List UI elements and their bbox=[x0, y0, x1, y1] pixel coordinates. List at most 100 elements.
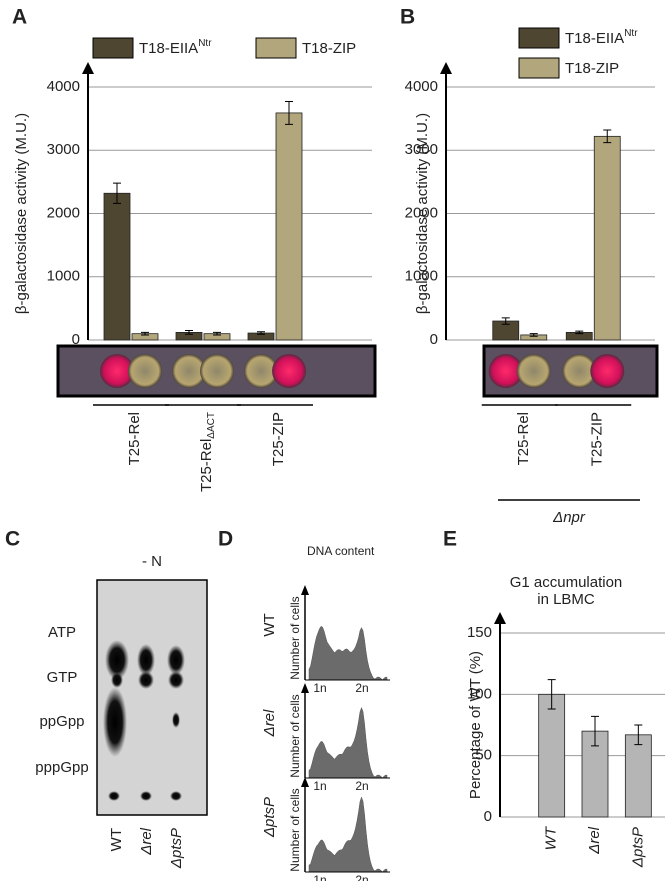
axis-arrow bbox=[301, 683, 309, 693]
y-axis-label: β-galactosidase activity (M.U.) bbox=[13, 113, 30, 314]
histogram bbox=[308, 796, 388, 873]
x-tick-label: Δrel bbox=[586, 826, 603, 854]
legend-label: T18-ZIP bbox=[302, 40, 356, 57]
condition-label: - N bbox=[142, 553, 162, 570]
panel-letter: C bbox=[5, 528, 20, 551]
hist-x-tick: 1n bbox=[313, 873, 326, 881]
panel-letter: D bbox=[218, 528, 233, 551]
legend-label: T18-EIIANtr bbox=[139, 38, 212, 57]
legend-name: T18-EIIA bbox=[565, 30, 624, 47]
y-tick-label: 100 bbox=[467, 685, 492, 702]
chart-title: in LBMC bbox=[537, 591, 595, 608]
x-tick-label: T25-Rel bbox=[126, 412, 143, 465]
category: T25-ZIP bbox=[588, 412, 605, 466]
histogram bbox=[308, 625, 388, 681]
spot-label: ATP bbox=[48, 624, 76, 641]
error-bar bbox=[285, 101, 293, 125]
hist-x-tick: 2n bbox=[355, 681, 368, 695]
category: T25-Rel bbox=[198, 439, 215, 492]
legend-name: T18-ZIP bbox=[565, 60, 619, 77]
category: T25-Rel bbox=[126, 412, 143, 465]
error-bar bbox=[591, 715, 599, 747]
category: T25-ZIP bbox=[270, 412, 287, 466]
error-bar bbox=[529, 333, 538, 337]
tlc-spots bbox=[103, 640, 185, 801]
colony-strip bbox=[482, 344, 659, 398]
y-tick-label: 2000 bbox=[47, 204, 80, 221]
error-bar bbox=[575, 330, 584, 335]
hist-x-tick: 1n bbox=[313, 779, 326, 793]
bar bbox=[103, 192, 131, 341]
axis-arrow bbox=[301, 585, 309, 595]
strain-label: Δrel bbox=[261, 709, 278, 737]
category: T25-Rel bbox=[515, 412, 532, 465]
lane-label: Δrel bbox=[138, 827, 155, 855]
colony bbox=[100, 354, 134, 388]
x-tick-label: T25-ZIP bbox=[588, 412, 605, 466]
axis-arrow bbox=[440, 62, 452, 74]
y-tick-label: 4000 bbox=[47, 78, 80, 95]
spot-label: GTP bbox=[47, 669, 78, 686]
bar bbox=[624, 734, 652, 818]
histogram bbox=[308, 706, 388, 779]
legend-superscript: Ntr bbox=[198, 38, 212, 49]
x-tick-label: T25-Rel bbox=[515, 412, 532, 465]
colony bbox=[128, 354, 162, 388]
colony bbox=[200, 354, 234, 388]
x-tick-label: T25-RelΔACT bbox=[198, 412, 217, 492]
category-subscript: ΔACT bbox=[206, 412, 217, 439]
error-bar bbox=[547, 679, 556, 710]
y-tick-label: 150 bbox=[467, 624, 492, 641]
lane-label: ΔptsP bbox=[168, 828, 185, 869]
hist-y-label: Number of cells bbox=[288, 788, 302, 871]
spot-label: ppGpp bbox=[39, 713, 84, 730]
colony-strip bbox=[56, 344, 377, 398]
y-tick-label: 3000 bbox=[47, 141, 80, 158]
legend-swatch bbox=[255, 37, 297, 59]
x-tick-label: ΔptsP bbox=[629, 827, 646, 868]
hist-y-label: Number of cells bbox=[288, 694, 302, 777]
x-tick-label: T25-ZIP bbox=[270, 412, 287, 466]
legend-label: T18-ZIP bbox=[565, 60, 619, 77]
legend-name: T18-EIIA bbox=[139, 40, 198, 57]
spot-label: pppGpp bbox=[35, 759, 88, 776]
error-bar bbox=[603, 129, 612, 144]
colony bbox=[244, 354, 278, 388]
colony bbox=[562, 354, 597, 388]
panel-letter: B bbox=[400, 6, 415, 29]
y-tick-label: 1000 bbox=[405, 268, 438, 285]
panel-letter: E bbox=[443, 528, 457, 551]
colony bbox=[488, 354, 523, 388]
error-bar bbox=[213, 331, 221, 336]
legend-name: T18-ZIP bbox=[302, 40, 356, 57]
error-bar bbox=[501, 317, 510, 325]
panel-letter: A bbox=[12, 6, 27, 29]
hist-y-label: Number of cells bbox=[288, 596, 302, 679]
y-tick-label: 4000 bbox=[405, 78, 438, 95]
colony bbox=[590, 354, 625, 388]
bar bbox=[593, 135, 621, 341]
y-tick-label: 3000 bbox=[405, 141, 438, 158]
axis-arrow bbox=[494, 612, 506, 624]
strain-label: ΔptsP bbox=[261, 797, 278, 838]
hist-x-tick: 2n bbox=[355, 779, 368, 793]
colony bbox=[516, 354, 551, 388]
y-axis-label: β-galactosidase activity (M.U.) bbox=[414, 113, 431, 314]
strain-label: WT bbox=[261, 613, 278, 636]
legend-superscript: Ntr bbox=[624, 28, 638, 39]
hist-x-tick: 1n bbox=[313, 681, 326, 695]
error-bar bbox=[113, 182, 121, 204]
error-bar bbox=[185, 330, 193, 335]
y-tick-label: 1000 bbox=[47, 268, 80, 285]
axis-arrow bbox=[301, 777, 309, 787]
y-tick-label: 0 bbox=[430, 331, 438, 348]
error-bar bbox=[141, 331, 149, 336]
bar bbox=[275, 112, 303, 341]
legend-swatch bbox=[92, 37, 134, 59]
hist-x-tick: 2n bbox=[355, 873, 368, 881]
axis-title: DNA content bbox=[307, 544, 375, 558]
y-tick-label: 0 bbox=[72, 331, 80, 348]
group-label: Δnpr bbox=[552, 509, 586, 526]
chart-title: G1 accumulation bbox=[510, 574, 623, 591]
